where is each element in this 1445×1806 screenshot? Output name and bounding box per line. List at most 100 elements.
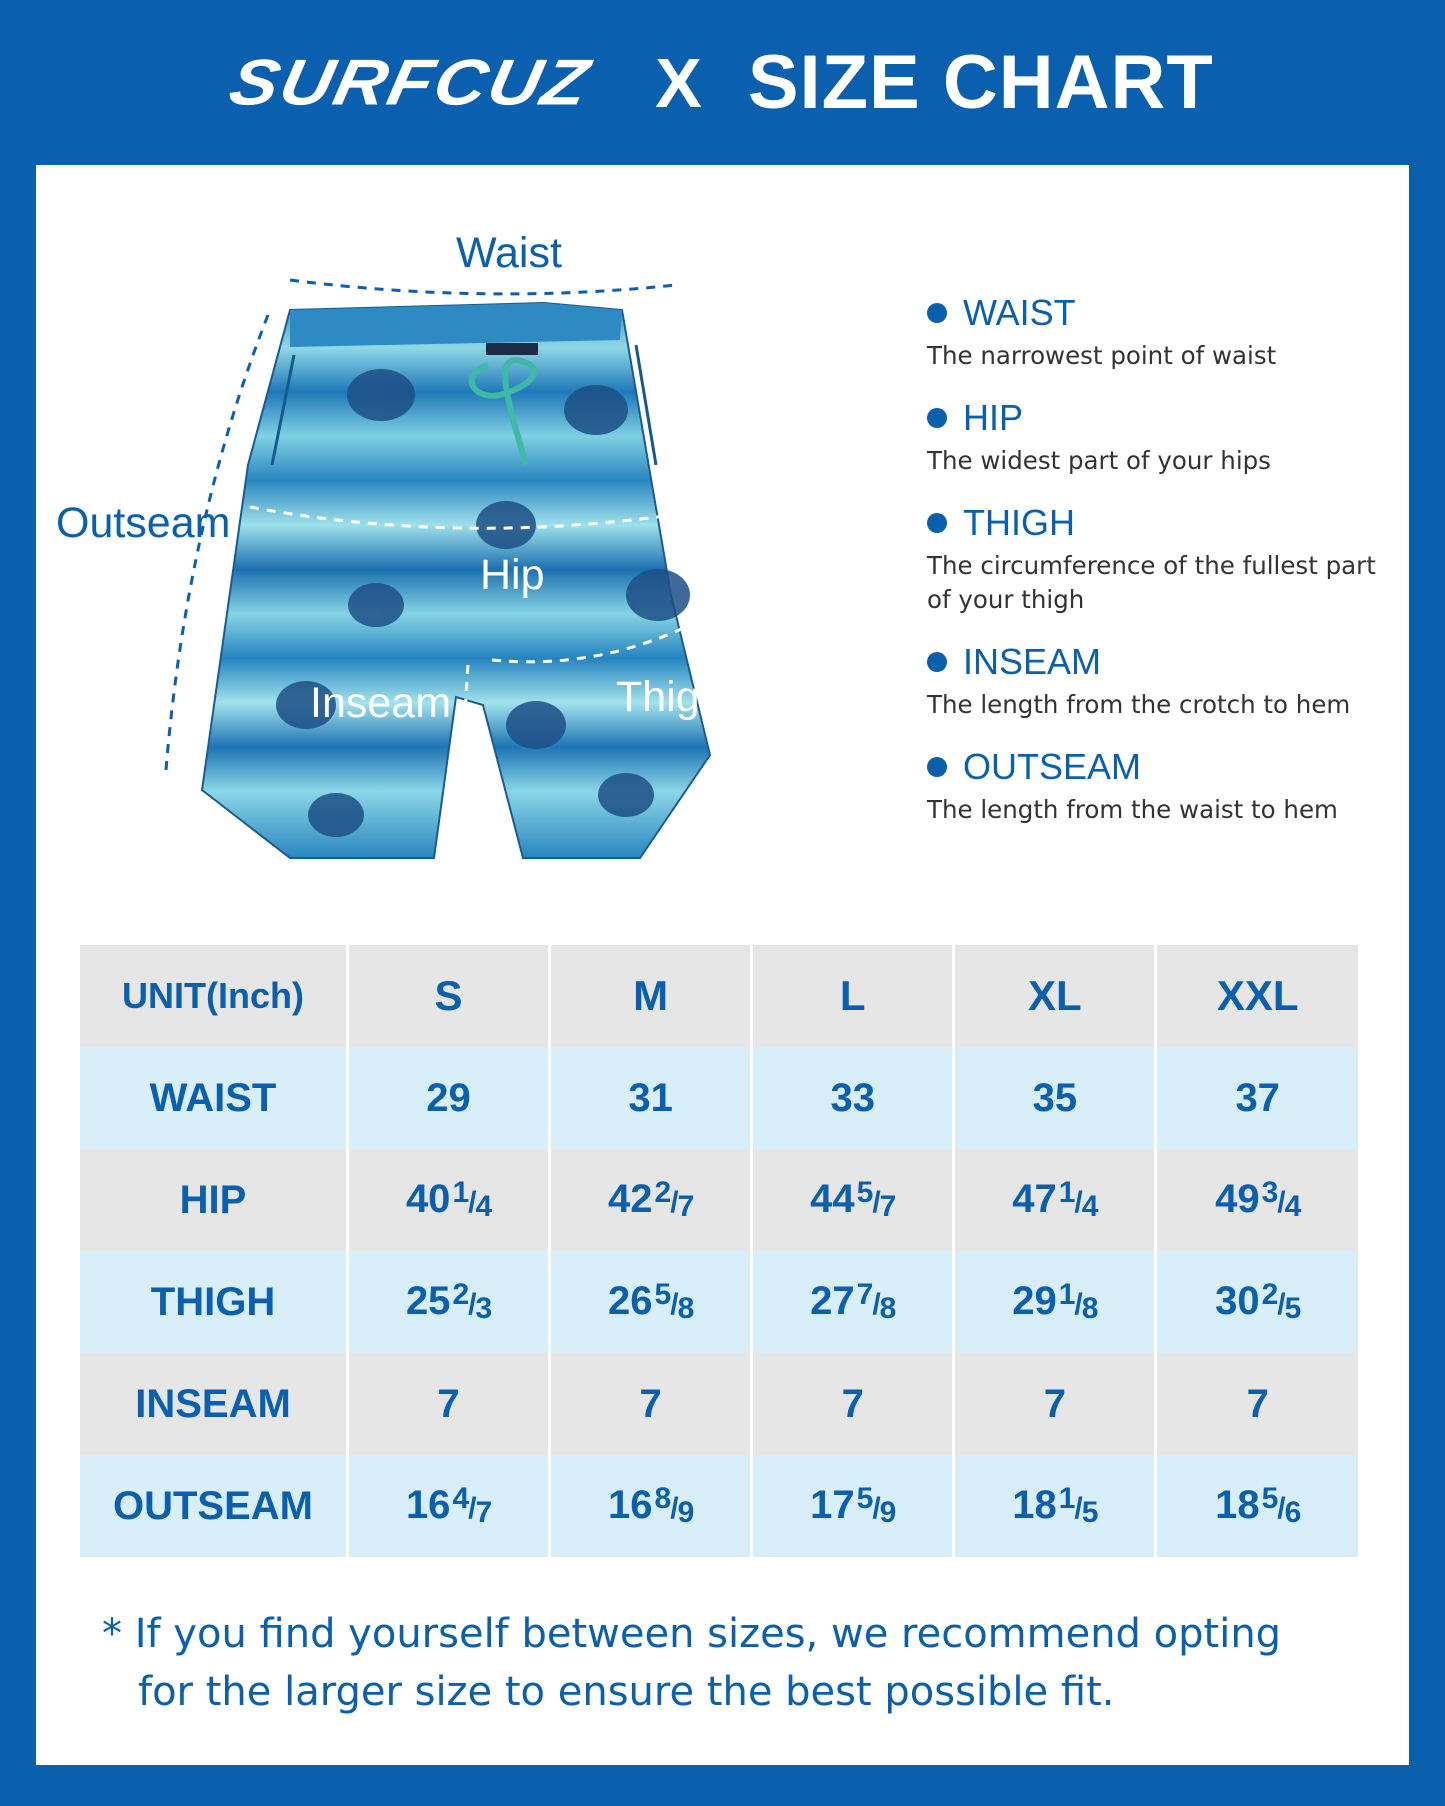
value-whole: 30 bbox=[1215, 1279, 1260, 1324]
value-whole: 7 bbox=[841, 1381, 864, 1426]
value-fraction: 7/8 bbox=[857, 1278, 897, 1325]
measurement-cell: 31 bbox=[549, 1047, 754, 1149]
row-label: HIP bbox=[80, 1149, 349, 1251]
bullet-dot-icon bbox=[927, 652, 947, 672]
fraction-slash: / bbox=[872, 1492, 880, 1526]
waist-measure-line bbox=[289, 278, 677, 296]
brand-tag bbox=[486, 343, 538, 355]
measurement-cell: 185/6 bbox=[1155, 1455, 1358, 1557]
size-header: XL bbox=[953, 945, 1158, 1047]
value-whole: 49 bbox=[1215, 1177, 1260, 1222]
value-fraction: 3/4 bbox=[1262, 1176, 1302, 1223]
legend-item: THIGH The circumference of the fullest pa… bbox=[927, 502, 1387, 617]
legend-title: WAIST bbox=[927, 292, 1387, 334]
measurement-cell: 35 bbox=[953, 1047, 1158, 1149]
table-row: OUTSEAM 164/7 168/9 175/9 181/5 185/6 bbox=[80, 1455, 1358, 1557]
value-whole: 27 bbox=[810, 1279, 855, 1324]
value-fraction: 2/3 bbox=[452, 1278, 492, 1325]
measurement-cell: 471/4 bbox=[953, 1149, 1158, 1251]
label-inseam: Inseam bbox=[310, 679, 452, 727]
measurement-cell: 302/5 bbox=[1155, 1251, 1358, 1353]
legend-item: HIP The widest part of your hips bbox=[927, 397, 1387, 478]
measurement-diagram: Waist Outseam Hip Inseam Thigh bbox=[36, 165, 916, 905]
fraction-denominator: 8 bbox=[879, 1292, 897, 1326]
fraction-denominator: 7 bbox=[677, 1190, 695, 1224]
header-banner: SURFCUZ X SIZE CHART bbox=[0, 0, 1445, 165]
value-whole: 26 bbox=[608, 1279, 653, 1324]
fraction-numerator: 1 bbox=[1058, 1277, 1076, 1311]
fraction-slash: / bbox=[468, 1186, 476, 1220]
value-fraction: 8/9 bbox=[655, 1482, 695, 1529]
page-title: SIZE CHART bbox=[747, 40, 1214, 125]
fraction-slash: / bbox=[670, 1492, 678, 1526]
fraction-numerator: 3 bbox=[1261, 1175, 1279, 1209]
row-label: THIGH bbox=[80, 1251, 349, 1353]
measurement-cell: 265/8 bbox=[549, 1251, 754, 1353]
fraction-numerator: 5 bbox=[654, 1277, 672, 1311]
value-fraction: 4/7 bbox=[452, 1482, 492, 1529]
fraction-numerator: 1 bbox=[1058, 1481, 1076, 1515]
measurement-cell: 29 bbox=[347, 1047, 552, 1149]
size-header: XXL bbox=[1155, 945, 1358, 1047]
fraction-numerator: 5 bbox=[856, 1175, 874, 1209]
label-outseam: Outseam bbox=[56, 499, 231, 547]
fraction-slash: / bbox=[1074, 1186, 1082, 1220]
fraction-denominator: 4 bbox=[1284, 1190, 1302, 1224]
value-whole: 29 bbox=[1012, 1279, 1057, 1324]
measurement-cell: 7 bbox=[549, 1353, 754, 1455]
value-fraction: 1/5 bbox=[1059, 1482, 1099, 1529]
table-row: HIP 401/4 422/7 445/7 471/4 493/4 bbox=[80, 1149, 1358, 1251]
value-whole: 7 bbox=[1246, 1381, 1269, 1426]
label-hip: Hip bbox=[480, 551, 545, 599]
waistband bbox=[290, 303, 622, 347]
value-whole: 7 bbox=[1043, 1381, 1066, 1426]
fraction-denominator: 7 bbox=[475, 1496, 492, 1530]
value-whole: 33 bbox=[830, 1075, 875, 1120]
size-table: UNIT(Inch) S M L XL XXL WAIST 29 31 33 35 37 HIP 401/… bbox=[80, 945, 1358, 1557]
size-header: M bbox=[549, 945, 754, 1047]
note-line-2: for the larger size to ensure the best p… bbox=[138, 1669, 1115, 1715]
fraction-numerator: 2 bbox=[452, 1277, 469, 1311]
fraction-slash: / bbox=[872, 1288, 880, 1322]
measurement-cell: 277/8 bbox=[751, 1251, 956, 1353]
value-fraction: 1/4 bbox=[1059, 1176, 1099, 1223]
fraction-denominator: 8 bbox=[677, 1292, 695, 1326]
fraction-denominator: 6 bbox=[1284, 1496, 1302, 1530]
fraction-numerator: 1 bbox=[452, 1175, 469, 1209]
value-whole: 16 bbox=[405, 1483, 451, 1528]
fraction-denominator: 9 bbox=[879, 1496, 897, 1530]
table-row: THIGH 252/3 265/8 277/8 291/8 302/5 bbox=[80, 1251, 1358, 1353]
fraction-denominator: 5 bbox=[1081, 1496, 1099, 1530]
value-whole: 35 bbox=[1032, 1075, 1078, 1120]
legend-title-text: THIGH bbox=[963, 502, 1075, 543]
value-fraction: 1/4 bbox=[452, 1176, 492, 1223]
hip-measure-line bbox=[249, 505, 673, 530]
measurement-cell: 37 bbox=[1155, 1047, 1358, 1149]
value-whole: 29 bbox=[426, 1075, 471, 1120]
measurement-cell: 7 bbox=[953, 1353, 1158, 1455]
legend-item: OUTSEAM The length from the waist to hem bbox=[927, 746, 1387, 827]
value-fraction: 2/7 bbox=[655, 1176, 695, 1223]
sizing-note: * If you find yourself between sizes, we… bbox=[102, 1605, 1362, 1721]
fraction-slash: / bbox=[670, 1288, 678, 1322]
measurement-cell: 422/7 bbox=[549, 1149, 754, 1251]
fraction-slash: / bbox=[1277, 1288, 1285, 1322]
measurement-legend: WAIST The narrowest point of waist HIP The … bbox=[927, 292, 1387, 851]
value-whole: 7 bbox=[639, 1381, 662, 1426]
value-whole: 18 bbox=[1012, 1483, 1057, 1528]
legend-title-text: WAIST bbox=[963, 292, 1076, 333]
size-header: L bbox=[751, 945, 956, 1047]
label-waist: Waist bbox=[456, 229, 562, 277]
bullet-dot-icon bbox=[927, 757, 947, 777]
fraction-slash: / bbox=[1277, 1186, 1285, 1220]
fraction-numerator: 4 bbox=[452, 1481, 469, 1515]
measurement-cell: 33 bbox=[751, 1047, 956, 1149]
legend-description: The length from the crotch to hem bbox=[927, 690, 1351, 719]
fraction-slash: / bbox=[1277, 1492, 1285, 1526]
fraction-slash: / bbox=[872, 1186, 880, 1220]
legend-title-text: HIP bbox=[963, 397, 1024, 438]
fraction-numerator: 8 bbox=[654, 1481, 672, 1515]
fraction-denominator: 7 bbox=[879, 1190, 897, 1224]
value-whole: 47 bbox=[1012, 1177, 1057, 1222]
value-fraction: 1/8 bbox=[1059, 1278, 1099, 1325]
